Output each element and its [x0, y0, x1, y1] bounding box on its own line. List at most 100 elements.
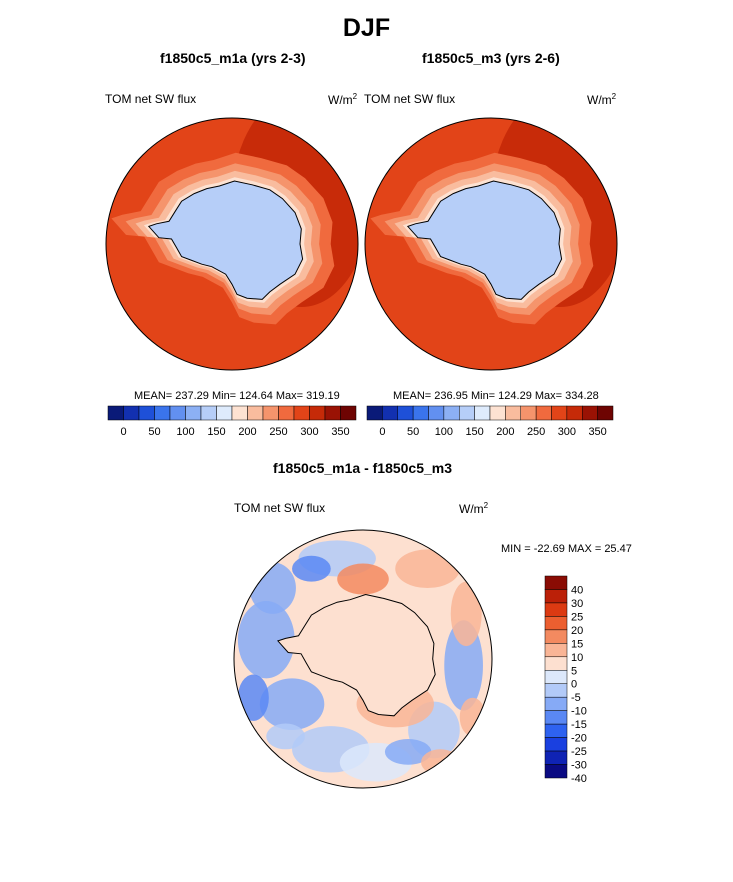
antarctica-landmass	[147, 180, 304, 300]
panel-1-title: f1850c5_m1a (yrs 2-3)	[160, 50, 306, 66]
map-border	[364, 117, 618, 371]
anomaly-patch	[395, 549, 460, 589]
colorbar-box	[597, 405, 614, 421]
colorbar-box	[544, 737, 568, 752]
colorbar-tick-label: 100	[435, 426, 453, 438]
panel-1-colorbar: 0 50 100 150 200 250 300 350	[107, 405, 357, 438]
colorbar-box	[428, 405, 445, 421]
colorbar-tick-label: 50	[407, 426, 419, 438]
anomaly-patch	[249, 562, 296, 614]
panel-1-map	[105, 117, 359, 371]
colorbar-box	[123, 405, 140, 421]
colorbar-tick-label: 150	[465, 426, 483, 438]
antarctica-landmass	[406, 180, 563, 300]
colorbar-tick-label: -10	[571, 706, 587, 718]
colorbar-box	[582, 405, 598, 421]
colorbar-box	[340, 405, 357, 421]
anomaly-patch	[237, 674, 269, 721]
colorbar-tick-label: 200	[238, 426, 256, 438]
colorbar-box	[397, 405, 414, 421]
map-border	[233, 529, 493, 789]
panel-2-variable: TOM net SW flux	[364, 92, 456, 106]
colorbar-tick-label: 300	[300, 426, 318, 438]
panel-1-stats: MEAN= 237.29 Min= 124.64 Max= 319.19	[134, 390, 340, 402]
colorbar-box	[544, 764, 568, 779]
colorbar-tick-label: -20	[571, 733, 587, 745]
colorbar-box	[309, 405, 326, 421]
colorbar-box	[247, 405, 264, 421]
anomaly-patch	[337, 563, 389, 595]
colorbar-box	[278, 405, 295, 421]
panel-1-units-exp: 2	[352, 92, 358, 101]
panel-3-stats: MIN = -22.69 MAX = 25.47	[501, 543, 632, 555]
panel-2-stats: MEAN= 236.95 Min= 124.29 Max= 334.28	[393, 390, 599, 402]
colorbar-tick-label: 40	[571, 584, 583, 596]
colorbar-tick-label: 350	[331, 426, 349, 438]
colorbar-box	[474, 405, 491, 421]
panel-3-units-text: W/m	[459, 502, 484, 516]
colorbar-tick-label: 100	[176, 426, 194, 438]
colorbar-tick-label: 30	[571, 598, 583, 610]
colorbar-box	[412, 405, 429, 421]
colorbar-box	[544, 670, 568, 684]
anomaly-patch	[259, 678, 325, 730]
panel-2-title: f1850c5_m3 (yrs 2-6)	[422, 50, 560, 66]
colorbar-box	[154, 405, 171, 421]
anomaly-patch	[237, 600, 295, 679]
colorbar-box	[544, 723, 568, 738]
panel-2-units-exp: 2	[611, 92, 617, 101]
colorbar-tick-label: 10	[571, 652, 583, 664]
anomaly-patch	[266, 723, 305, 750]
colorbar-box	[544, 710, 568, 725]
colorbar-tick-label: -40	[571, 773, 587, 785]
colorbar-box	[382, 405, 398, 421]
colorbar-box	[443, 405, 460, 421]
panel-3-title: f1850c5_m1a - f1850c5_m3	[273, 460, 453, 476]
colorbar-box	[231, 405, 248, 421]
colorbar-tick-label: 150	[207, 426, 225, 438]
colorbar-box	[107, 405, 124, 421]
panel-3-units-exp: 2	[483, 501, 489, 510]
colorbar-box	[551, 405, 568, 421]
colorbar-box	[544, 750, 568, 765]
colorbar-box	[544, 616, 568, 631]
colorbar-box	[489, 405, 506, 421]
anomaly-patch	[444, 620, 483, 711]
colorbar-box	[535, 405, 552, 421]
antarctica-landmass	[277, 593, 436, 717]
colorbar-tick-label: 20	[571, 625, 583, 637]
colorbar-box	[544, 683, 568, 698]
colorbar-tick-label: 0	[379, 426, 385, 438]
colorbar-box	[293, 405, 310, 421]
colorbar-tick-label: -30	[571, 760, 587, 772]
panel-3-variable: TOM net SW flux	[234, 501, 326, 515]
colorbar-box	[544, 602, 568, 617]
colorbar-box	[262, 405, 279, 421]
colorbar-box	[544, 629, 568, 644]
panel-2-map	[364, 117, 618, 371]
colorbar-box	[544, 656, 568, 671]
anomaly-patch	[450, 581, 482, 647]
figure-title: DJF	[342, 14, 391, 42]
colorbar-box	[459, 405, 475, 421]
map-border	[105, 117, 359, 371]
colorbar-box	[544, 643, 568, 658]
colorbar-box	[505, 405, 521, 421]
colorbar-box	[544, 589, 568, 604]
panel-2-units-text: W/m	[587, 93, 612, 107]
colorbar-tick-label: -15	[571, 719, 587, 731]
colorbar-box	[566, 405, 583, 421]
panel-2-colorbar: 0 50 100 150 200 250 300 350	[366, 405, 614, 438]
anomaly-patch	[459, 697, 486, 737]
anomaly-patch	[292, 555, 331, 582]
colorbar-tick-label: 5	[571, 665, 577, 677]
colorbar-box	[169, 405, 186, 421]
panel-1-variable: TOM net SW flux	[105, 92, 197, 106]
panel-3-units: W/m2	[459, 501, 488, 516]
panel-1-units: W/m2	[328, 92, 357, 107]
panel-2-units: W/m2	[587, 92, 616, 107]
colorbar-box	[138, 405, 155, 421]
colorbar-box	[544, 575, 568, 590]
colorbar-tick-label: 250	[527, 426, 545, 438]
